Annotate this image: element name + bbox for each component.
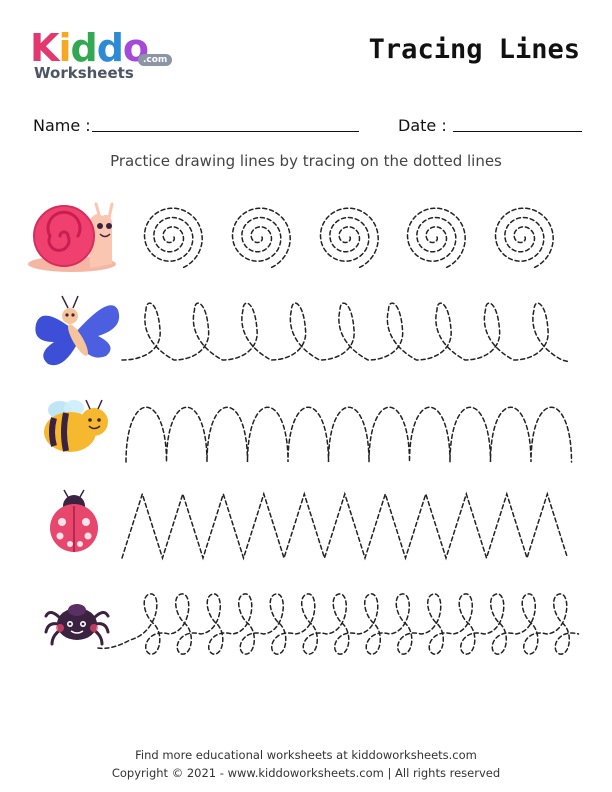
logo-letter-d2: d	[96, 26, 124, 70]
spider-icon	[44, 604, 110, 646]
name-line[interactable]	[92, 131, 359, 132]
date-line[interactable]	[453, 131, 582, 132]
kiddo-logo: Kiddo Worksheets .com	[28, 26, 178, 86]
spiral-trace[interactable]	[406, 207, 466, 270]
spiral-trace[interactable]	[319, 207, 379, 270]
logo-letter-k: K	[30, 26, 59, 70]
arch-trace[interactable]	[125, 406, 573, 463]
butterfly-icon	[35, 295, 120, 366]
footer-promo: Find more educational worksheets at kidd…	[135, 748, 477, 762]
loop-trace-row[interactable]	[121, 302, 571, 363]
spiral-trace[interactable]	[231, 207, 291, 270]
ladybug-icon	[50, 489, 98, 552]
spiral-trace[interactable]	[494, 207, 554, 270]
name-label: Name :	[33, 116, 91, 135]
page-title: Tracing Lines	[368, 34, 580, 65]
figure-eight-trace-row[interactable]	[97, 593, 580, 655]
logo-letter-d1: d	[70, 26, 97, 70]
loop-trace[interactable]	[121, 302, 571, 363]
logo-letter-i: i	[58, 26, 71, 70]
arch-trace-row[interactable]	[125, 406, 573, 463]
spiral-trace[interactable]	[143, 207, 203, 270]
zigzag-trace[interactable]	[121, 491, 569, 561]
footer-copyright: Copyright © 2021 - www.kiddoworksheets.c…	[111, 766, 501, 780]
logo-subtitle: Worksheets	[34, 64, 134, 82]
date-label: Date :	[398, 116, 447, 135]
snail-icon	[28, 202, 116, 272]
bee-icon	[44, 399, 108, 452]
zigzag-trace-row[interactable]	[121, 491, 569, 561]
logo-com-badge: .com	[138, 54, 173, 66]
figure-eight-trace[interactable]	[97, 593, 580, 655]
spiral-trace-row[interactable]	[143, 207, 554, 270]
instruction-text: Practice drawing lines by tracing on the…	[110, 152, 502, 170]
